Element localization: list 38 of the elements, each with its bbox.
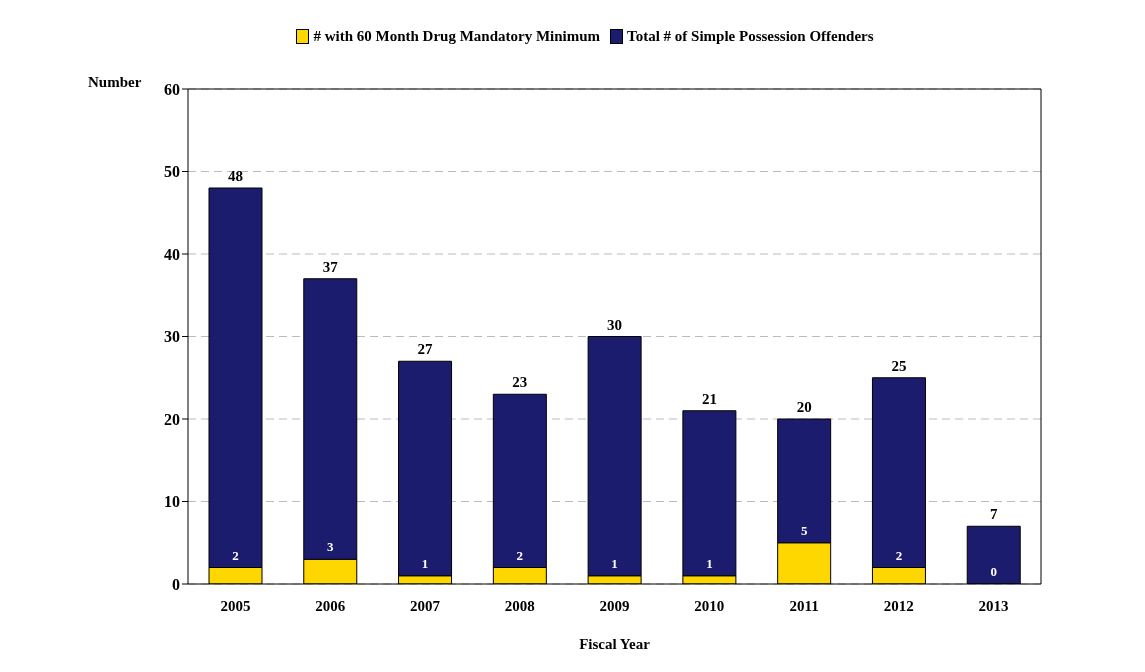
y-tick-label: 20 <box>164 410 180 428</box>
x-tick-label: 2009 <box>599 597 630 614</box>
y-tick-label: 40 <box>164 245 180 263</box>
y-tick-label: 10 <box>164 493 180 511</box>
legend-label: # with 60 Month Drug Mandatory Minimum <box>312 28 601 45</box>
data-label: 1 <box>706 555 713 571</box>
total-label: 30 <box>607 316 623 333</box>
total-label: 27 <box>417 341 434 358</box>
x-tick-label: 2010 <box>694 597 725 614</box>
data-label: 2 <box>895 547 903 563</box>
x-tick-label: 2012 <box>883 597 914 614</box>
y-tick-label: 60 <box>164 80 180 98</box>
y-tick-label: 0 <box>172 575 180 593</box>
x-tick-label: 2013 <box>978 597 1009 614</box>
data-label: 2 <box>516 547 524 563</box>
y-tick-label: 30 <box>164 328 180 346</box>
x-tick-label: 2007 <box>409 597 441 614</box>
data-label: 2 <box>232 547 239 563</box>
total-label: 20 <box>796 399 812 415</box>
data-label: 3 <box>327 539 335 555</box>
total-label: 37 <box>322 258 339 275</box>
data-label: 1 <box>611 555 618 571</box>
x-tick-label: 2005 <box>220 597 251 614</box>
total-label: 25 <box>891 357 907 374</box>
y-tick-label: 50 <box>164 163 180 181</box>
total-label: 7 <box>989 506 998 523</box>
y-axis-title: Number <box>88 74 142 91</box>
x-tick-label: 2006 <box>315 597 346 614</box>
total-label: 23 <box>512 374 528 391</box>
x-axis-title: Fiscal Year <box>579 636 651 652</box>
data-label: 5 <box>800 522 808 538</box>
legend-label: Total # of Simple Possession Offenders <box>626 28 874 45</box>
data-label: 1 <box>421 555 429 571</box>
data-label: 0 <box>990 564 997 579</box>
x-tick-label: 2008 <box>504 597 535 614</box>
total-label: 48 <box>228 168 243 184</box>
x-tick-label: 2011 <box>789 597 819 614</box>
total-label: 21 <box>701 390 717 407</box>
